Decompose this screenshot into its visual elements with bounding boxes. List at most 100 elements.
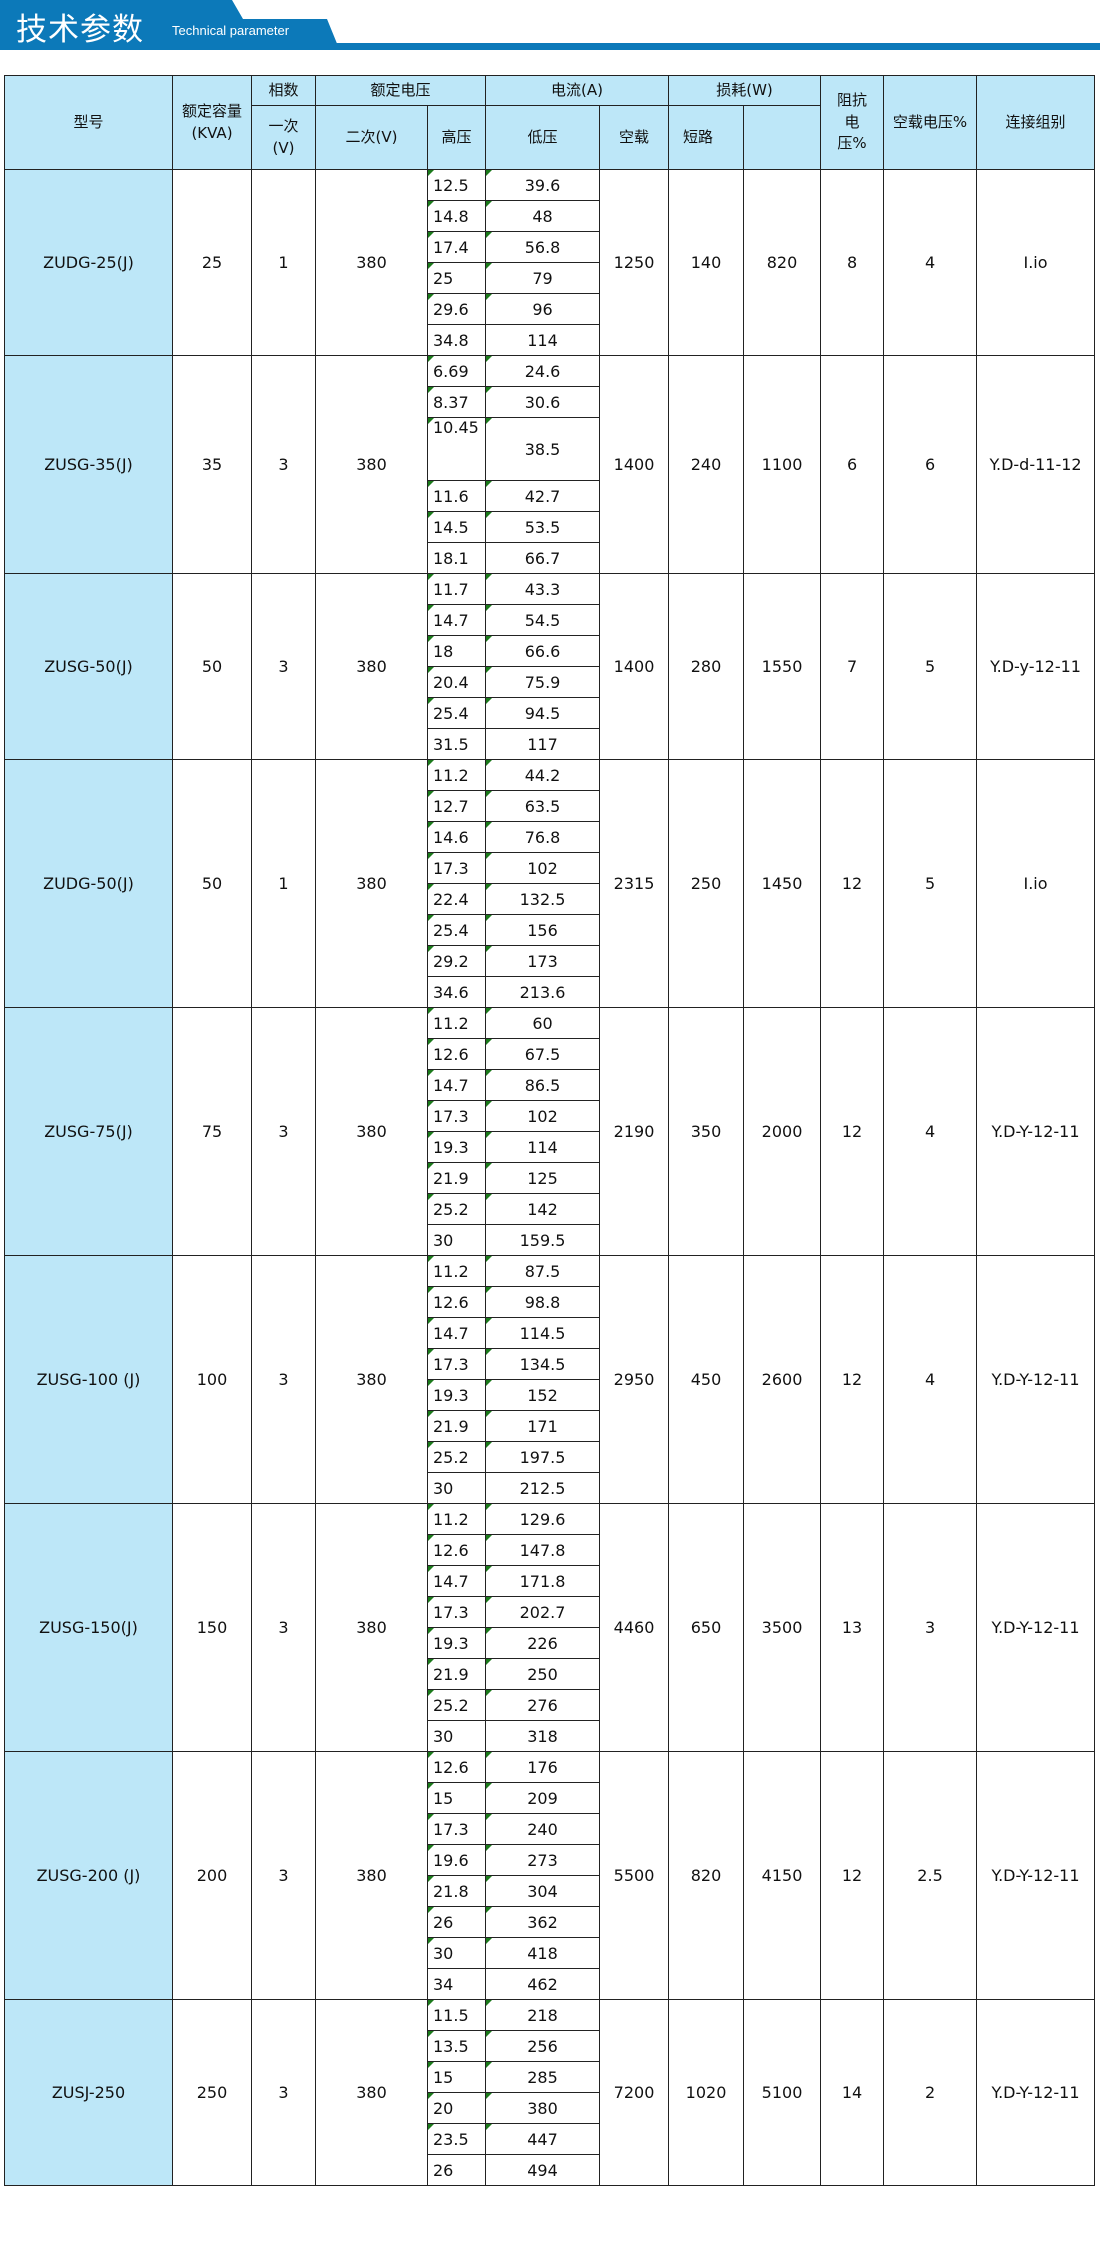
low-voltage-current-cell: 76.8 [485, 821, 601, 853]
table-row: ZUDG-25(J) 25 1 380 12.5 39.6 1250 140 820 8 4 I.io [4, 169, 1096, 356]
cell-value: 20.4 [433, 672, 469, 692]
cell-value: 6.69 [433, 361, 469, 381]
high-voltage-current-cell: 34 [426, 1968, 487, 2000]
table-row: 14.5 53.5 [5, 511, 1095, 543]
cell-value: 30 [433, 1478, 454, 1498]
comment-marker-icon [486, 574, 493, 580]
low-voltage-current-cell: 212.5 [485, 1472, 601, 1504]
header-loss-blank [743, 105, 822, 170]
model-cell: ZUDG-25(J) [4, 169, 173, 356]
high-voltage-current-cell: 30 [426, 1472, 487, 1504]
comment-marker-icon [486, 915, 493, 921]
low-voltage-current-cell: 462 [485, 1968, 601, 2000]
table-row: 14.7 86.5 [5, 1069, 1095, 1101]
cell-value: 12.7 [433, 796, 469, 816]
secondary-voltage-cell: 380 [315, 1751, 428, 2000]
table-row: 29.6 96 [5, 293, 1095, 325]
high-voltage-current-cell: 30 [426, 1937, 487, 1969]
cell-value: 21.9 [433, 1664, 469, 1684]
low-voltage-current-cell: 176 [485, 1751, 601, 1783]
table-row: 17.3 102 [5, 1100, 1095, 1132]
comment-marker-icon [486, 512, 493, 518]
comment-marker-icon [428, 263, 434, 269]
capacity-cell: 250 [172, 1999, 252, 2186]
table-row: 11.6 42.7 [5, 480, 1095, 512]
low-voltage-current-cell: 226 [485, 1627, 601, 1659]
comment-marker-icon [428, 574, 434, 580]
comment-marker-icon [428, 294, 434, 300]
phases-cell: 3 [251, 1007, 316, 1256]
low-voltage-current-cell: 102 [485, 1100, 601, 1132]
cell-value: 14.7 [433, 610, 469, 630]
comment-marker-icon [486, 853, 493, 859]
low-voltage-current-cell: 60 [485, 1007, 601, 1039]
comment-marker-icon [486, 2124, 493, 2130]
comment-marker-icon [428, 1783, 434, 1789]
short-circuit-loss-cell: 350 [668, 1007, 745, 1256]
low-voltage-current-cell: 42.7 [485, 480, 601, 512]
cell-value: 11.2 [433, 1261, 469, 1281]
low-voltage-current-cell: 418 [485, 1937, 601, 1969]
table-row: 12.6 147.8 [5, 1534, 1095, 1566]
cell-value: 114 [527, 1137, 558, 1157]
high-voltage-current-cell: 17.4 [426, 231, 487, 263]
low-voltage-current-cell: 39.6 [485, 169, 601, 201]
comment-marker-icon [486, 170, 493, 176]
loss-cell: 2600 [743, 1255, 822, 1504]
cell-value: 19.6 [433, 1850, 469, 1870]
cell-value: 14.7 [433, 1323, 469, 1343]
comment-marker-icon [486, 294, 493, 300]
table-row: 20 380 [5, 2092, 1095, 2124]
cell-value: 14.7 [433, 1075, 469, 1095]
impedance-voltage-cell: 7 [820, 573, 885, 760]
comment-marker-icon [486, 698, 493, 704]
low-voltage-current-cell: 362 [485, 1906, 601, 1938]
high-voltage-current-cell: 17.3 [426, 1596, 487, 1628]
loss-cell: 2000 [743, 1007, 822, 1256]
comment-marker-icon [428, 2124, 434, 2130]
low-voltage-current-cell: 134.5 [485, 1348, 601, 1380]
high-voltage-current-cell: 10.45 [426, 417, 487, 481]
cell-value: 76.8 [524, 827, 561, 847]
high-voltage-current-cell: 30 [426, 1224, 487, 1256]
noload-current-cell: 2315 [599, 759, 670, 1008]
cell-value: 15 [433, 1788, 454, 1808]
cell-value: 17.3 [433, 1819, 469, 1839]
model-cell: ZUSG-35(J) [4, 355, 173, 574]
connection-group-cell: Y.D-Y-12-11 [976, 1007, 1096, 1256]
table-row: ZUSG-150(J) 150 3 380 11.2 129.6 4460 650 3500 13… [4, 1503, 1096, 1752]
secondary-voltage-cell: 380 [315, 759, 428, 1008]
comment-marker-icon [486, 1814, 493, 1820]
cell-value: 30 [433, 1943, 454, 1963]
capacity-cell: 100 [172, 1255, 252, 1504]
comment-marker-icon [428, 1318, 434, 1324]
cell-value: 67.5 [524, 1044, 561, 1064]
cell-value: 14.7 [433, 1571, 469, 1591]
header-impedance-voltage: 阻抗电压% [820, 75, 885, 170]
header-model: 型号 [4, 75, 173, 170]
table-row: 17.3 102 [5, 852, 1095, 884]
connection-group-cell: I.io [976, 759, 1096, 1008]
cell-value: 102 [527, 1106, 558, 1126]
high-voltage-current-cell: 21.9 [426, 1162, 487, 1194]
comment-marker-icon [486, 1039, 493, 1045]
comment-marker-icon [486, 1132, 493, 1138]
comment-marker-icon [428, 1039, 434, 1045]
cell-value: 86.5 [524, 1075, 561, 1095]
cell-value: 256 [527, 2036, 558, 2056]
cell-value: 39.6 [524, 175, 561, 195]
high-voltage-current-cell: 12.5 [426, 169, 487, 201]
cell-value: 19.3 [433, 1633, 469, 1653]
cell-value: 17.4 [433, 237, 469, 257]
model-cell: ZUSJ-250 [4, 1999, 173, 2186]
high-voltage-current-cell: 11.6 [426, 480, 487, 512]
comment-marker-icon [428, 1907, 434, 1913]
model-cell: ZUDG-50(J) [4, 759, 173, 1008]
table-row: 21.9 125 [5, 1162, 1095, 1194]
low-voltage-current-cell: 38.5 [485, 417, 601, 481]
high-voltage-current-cell: 12.6 [426, 1751, 487, 1783]
header-low-voltage: 低压 [485, 105, 601, 170]
cell-value: 142 [527, 1199, 558, 1219]
table-row: 14.7 114.5 [5, 1317, 1095, 1349]
high-voltage-current-cell: 25 [426, 262, 487, 294]
